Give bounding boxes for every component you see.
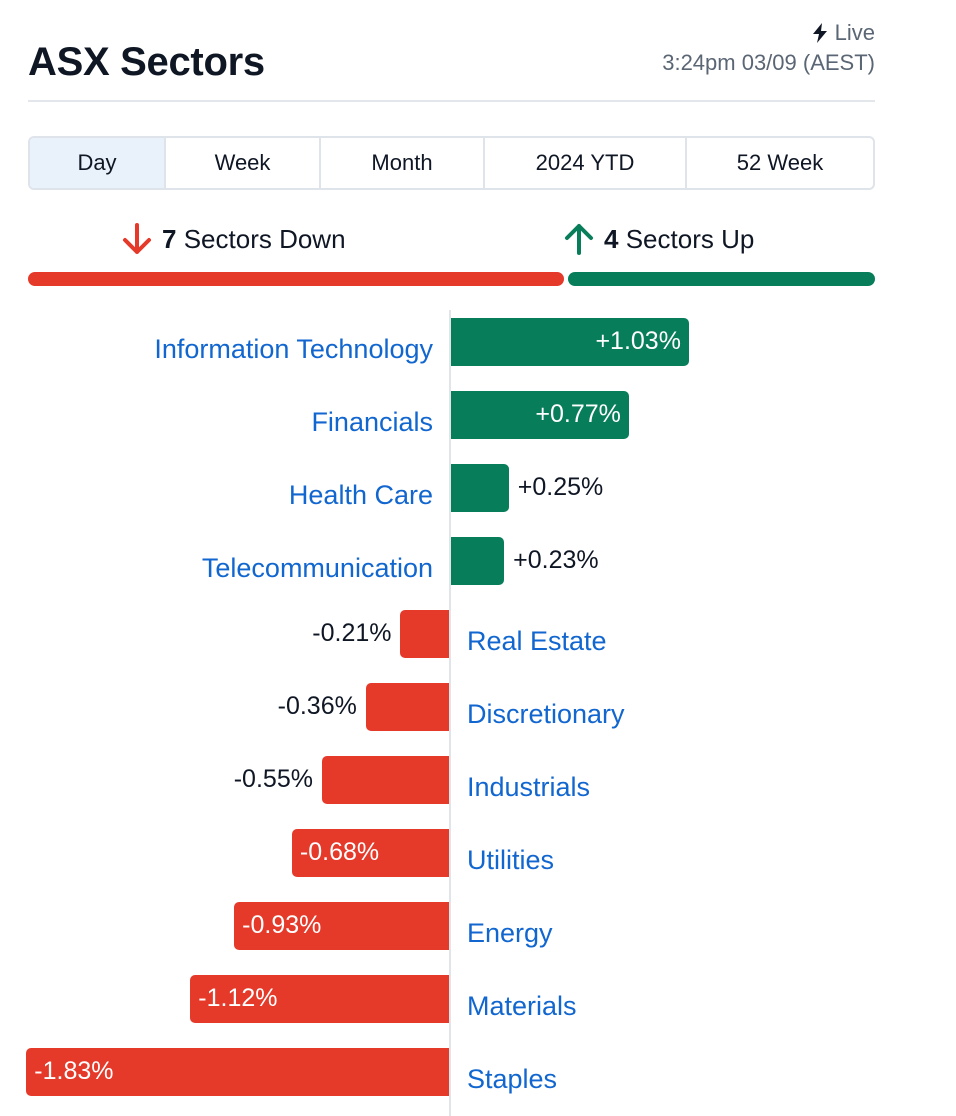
bar-staples: [26, 1048, 449, 1096]
down-label: Sectors Down: [183, 223, 346, 254]
tab-month[interactable]: Month: [321, 138, 485, 188]
sector-link-telecommunication[interactable]: Telecommunication: [201, 553, 433, 583]
sectors-down-summary: 7 Sectors Down: [122, 222, 346, 256]
arrow-down-icon: [123, 223, 151, 254]
timestamp: 3:24pm 03/09 (AEST): [662, 50, 875, 75]
sectors-up-bar: [568, 272, 875, 286]
sector-link-industrials[interactable]: Industrials: [467, 772, 591, 802]
tab-2024-ytd[interactable]: 2024 YTD: [485, 138, 687, 188]
bar-real-estate: [400, 610, 449, 658]
value-industrials: -0.55%: [233, 765, 313, 793]
lightning-icon: [812, 23, 827, 43]
bar-financials: [451, 391, 629, 439]
sector-link-staples[interactable]: Staples: [467, 1064, 558, 1094]
value-telecommunication: +0.23%: [513, 546, 599, 574]
down-count: 7: [162, 223, 177, 254]
value-utilities: -0.68%: [299, 838, 380, 866]
value-materials: -1.12%: [198, 984, 278, 1012]
value-real-estate: -0.21%: [312, 619, 392, 647]
value-energy: -0.93%: [242, 911, 322, 939]
tab-week[interactable]: Week: [166, 138, 321, 188]
sectors-up-summary: 4 Sectors Up: [564, 222, 754, 256]
sector-link-materials[interactable]: Materials: [467, 991, 577, 1021]
bar-energy: [234, 902, 449, 950]
bar-utilities: [291, 829, 449, 877]
bar-industrials: [321, 756, 449, 804]
live-label: Live: [834, 20, 875, 45]
sectors-down-bar: [28, 272, 564, 286]
sector-link-energy[interactable]: Energy: [467, 918, 553, 948]
arrow-up-icon: [565, 224, 593, 255]
value-information-technology: +1.03%: [595, 327, 681, 355]
sector-link-financials[interactable]: Financials: [311, 407, 433, 437]
sector-link-discretionary[interactable]: Discretionary: [467, 699, 625, 729]
bar-discretionary: [365, 683, 449, 731]
period-tabs: Day Week Month 2024 YTD 52 Week: [28, 136, 875, 190]
header: ASX Sectors Live 3:24pm 03/09 (AEST): [28, 18, 875, 102]
up-count: 4: [604, 223, 619, 254]
value-financials: +0.77%: [535, 400, 621, 428]
sector-link-health-care[interactable]: Health Care: [288, 480, 433, 510]
bar-health-care: [451, 464, 509, 512]
value-discretionary: -0.36%: [277, 692, 357, 720]
up-label: Sectors Up: [625, 223, 755, 254]
chart-axis: [449, 310, 451, 1116]
sector-link-real-estate[interactable]: Real Estate: [467, 626, 607, 656]
tab-day[interactable]: Day: [30, 138, 166, 188]
tab-52-week[interactable]: 52 Week: [736, 150, 824, 175]
bar-materials: [190, 975, 449, 1023]
live-indicator: Live: [811, 20, 875, 46]
sector-link-utilities[interactable]: Utilities: [467, 845, 555, 875]
bar-information-technology: [451, 318, 689, 366]
page-title: ASX Sectors: [28, 40, 265, 84]
value-health-care: +0.25%: [517, 473, 604, 501]
value-staples: -1.83%: [34, 1057, 114, 1085]
sector-link-information-technology[interactable]: Information Technology: [154, 334, 433, 364]
bar-telecommunication: [451, 537, 505, 585]
